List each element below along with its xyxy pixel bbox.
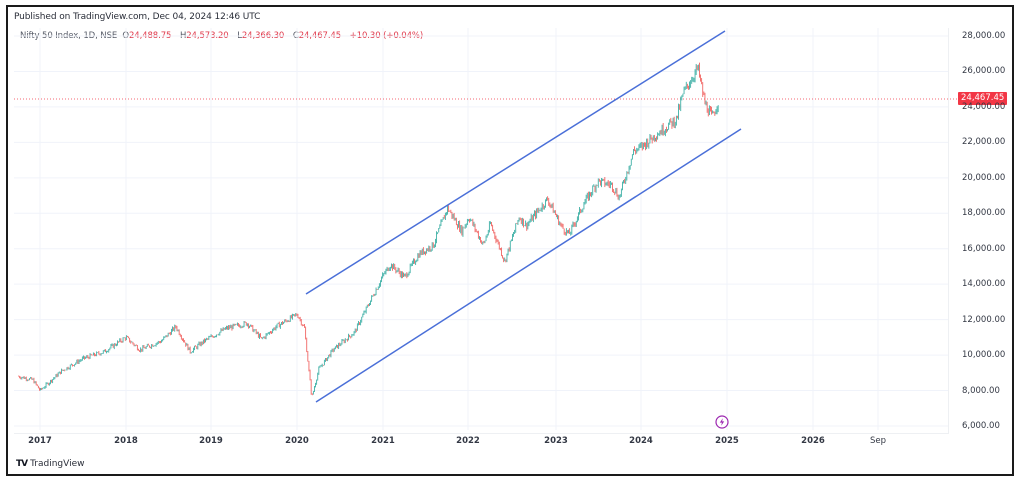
price-axis-label: 12,000.00 [962,314,1006,325]
time-axis-label: 2026 [801,436,825,446]
channel-upper-line[interactable] [305,30,726,295]
price-axis-label: 8,000.00 [962,385,1000,396]
price-axis-label: 28,000.00 [962,31,1006,41]
tradingview-name: TradingView [30,459,85,469]
price-axis-label: 18,000.00 [962,208,1006,219]
published-caption: Published on TradingView.com, Dec 04, 20… [14,12,261,22]
chart-frame [6,5,1014,476]
lightning-icon[interactable] [715,415,729,429]
price-axis-label: 10,000.00 [962,350,1006,361]
price-axis-label: 22,000.00 [962,137,1006,148]
price-axis-label: 24,000.00 [962,101,1006,112]
price-axis-label: 6,000.00 [962,421,1000,431]
tradingview-branding[interactable]: TV TradingView [16,459,85,469]
time-axis-label: 2024 [629,436,653,446]
time-axis-label: 2018 [114,436,138,446]
plot-area[interactable] [14,28,949,434]
candles [18,62,719,396]
time-axis-label: 2022 [456,436,480,446]
grid-lines [14,28,948,430]
price-axis-label: 14,000.00 [962,279,1006,290]
price-axis-label: 20,000.00 [962,172,1006,183]
price-axis-label: 26,000.00 [962,66,1006,77]
price-axis-label: 16,000.00 [962,243,1006,254]
time-axis-label: 2021 [371,436,395,446]
time-axis-label: Sep [869,436,887,446]
time-axis-label: 2025 [715,436,739,446]
channel-lower-line[interactable] [315,128,742,403]
last-price-tag: 24,467.45 [958,92,1008,105]
time-axis-label: 2023 [544,436,568,446]
tradingview-logo-icon: TV [16,459,28,469]
time-axis-label: 2019 [199,436,223,446]
time-axis-label: 2020 [285,436,309,446]
time-axis-label: 2017 [28,436,52,446]
